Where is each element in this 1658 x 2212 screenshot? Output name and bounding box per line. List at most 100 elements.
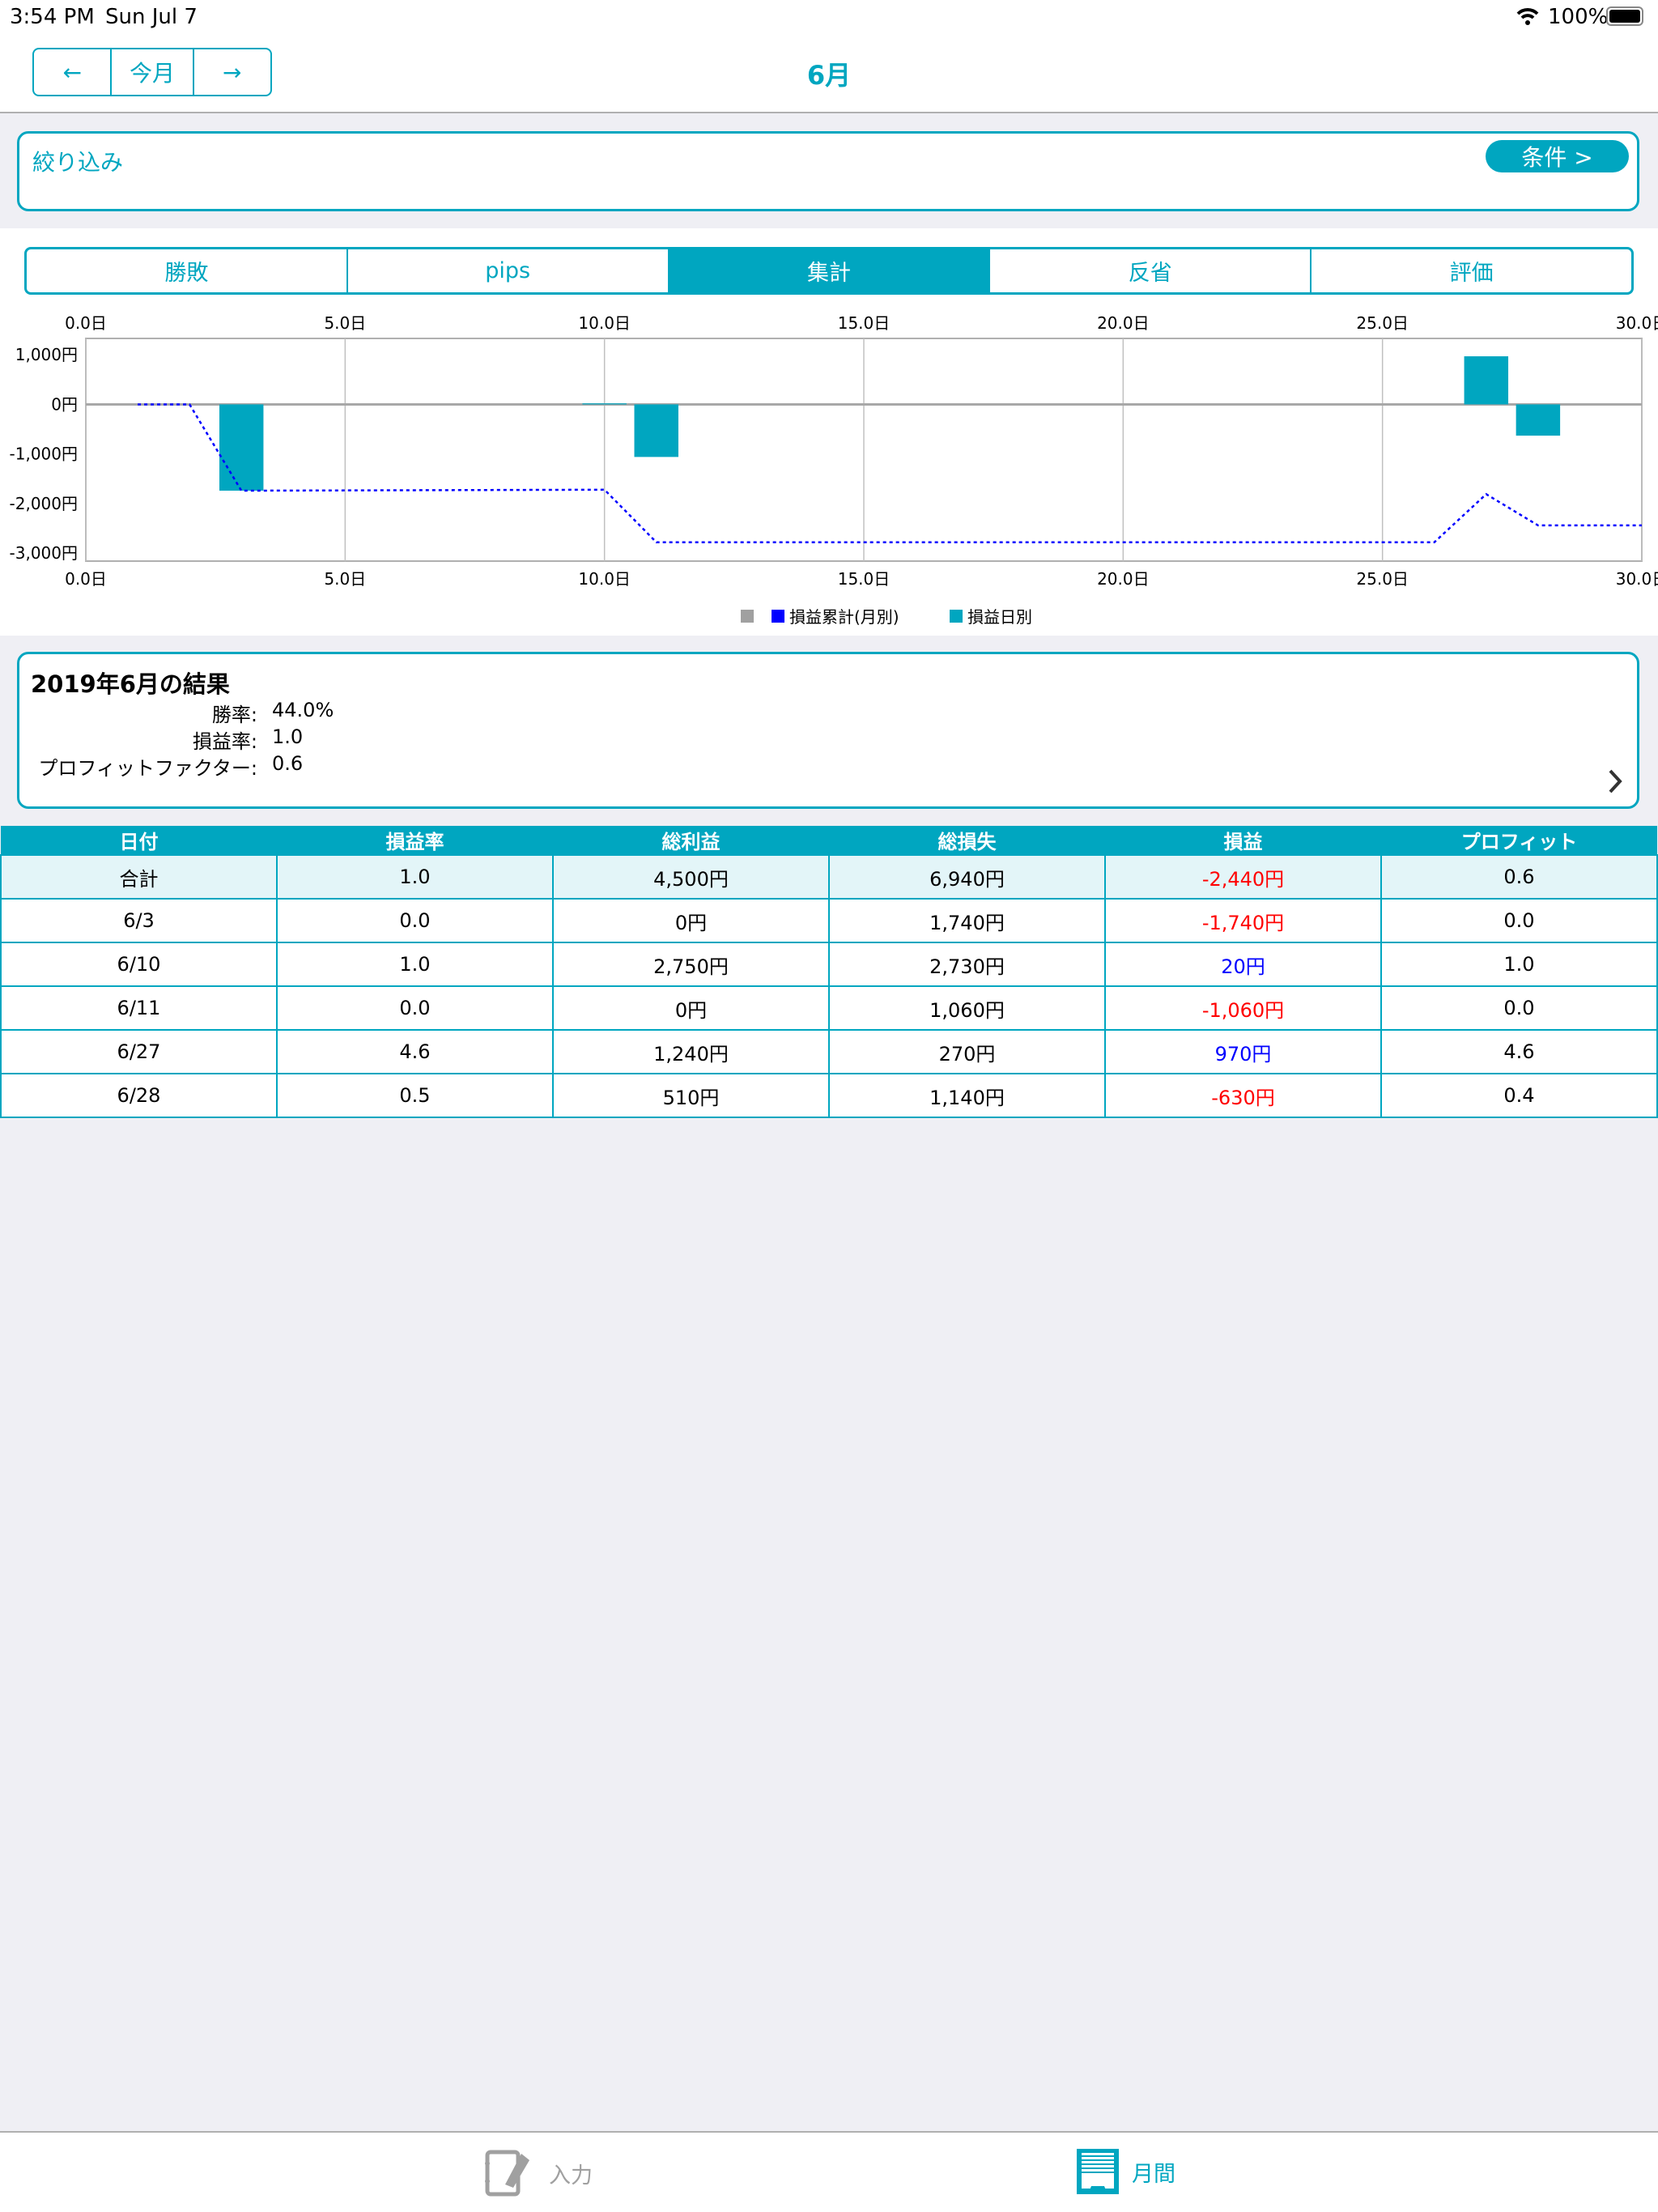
legend-swatch — [950, 610, 963, 623]
value: 44.0% — [272, 699, 334, 721]
filter-panel: 絞り込み 条件 > — [17, 131, 1639, 211]
table-cell: 6/3 — [0, 898, 278, 943]
column-header: 総利益 — [553, 826, 829, 855]
table-cell: 0円 — [552, 898, 830, 943]
table-cell: 0.5 — [276, 1073, 554, 1118]
tab-pips[interactable]: pips — [348, 249, 670, 292]
table-row[interactable]: 6/28 0.5 510円 1,140円 -630円 0.4 — [0, 1073, 1658, 1118]
bar-day-10 — [582, 403, 627, 405]
table-row[interactable]: 6/10 1.0 2,750円 2,730円 20円 1.0 — [0, 942, 1658, 987]
x-tick-label-bottom: 10.0日 — [578, 569, 631, 589]
y-tick-label: -1,000円 — [10, 445, 78, 464]
table-cell: 6/10 — [0, 942, 278, 987]
profit-chart: 0.0日 0.0日 5.0日 5.0日 10.0日 10.0日 15.0日 15.0日 20.0… — [10, 313, 1658, 627]
table-cell: 4.6 — [276, 1029, 554, 1074]
page-title: 6月 — [806, 60, 852, 91]
legend-swatch — [741, 610, 754, 623]
status-date: Sun Jul 7 — [105, 5, 198, 29]
x-tick-label-top: 30.0日 — [1616, 313, 1658, 333]
tabbar-item-monthly[interactable]: 月間 — [1077, 2149, 1175, 2194]
table-cell: 6,940円 — [828, 854, 1106, 900]
table-cell: 1.0 — [1380, 942, 1658, 987]
battery-icon — [1606, 6, 1643, 26]
bar-day-28 — [1516, 404, 1561, 436]
x-tick-label-bottom: 0.0日 — [65, 569, 107, 589]
y-tick-label: 1,000円 — [15, 345, 78, 364]
status-time: 3:54 PM — [10, 5, 95, 29]
tabbar-item-input[interactable]: 入力 — [484, 2149, 593, 2197]
x-tick-label-top: 20.0日 — [1097, 313, 1150, 333]
month-navigator: ← 今月 → — [32, 48, 272, 96]
monthly-summary-card[interactable]: 2019年6月の結果 勝率: 44.0% 損益率: 1.0 プロフィットファクター:… — [17, 652, 1639, 809]
edit-icon — [485, 2150, 529, 2197]
table-cell: 510円 — [552, 1073, 830, 1118]
wifi-icon — [1516, 8, 1539, 25]
legend-label: 損益累計(月別) — [789, 607, 899, 627]
x-tick-label-bottom: 5.0日 — [324, 569, 366, 589]
table-row[interactable]: 6/3 0.0 0円 1,740円 -1,740円 0.0 — [0, 898, 1658, 943]
tab-label: 月間 — [1132, 2161, 1175, 2187]
next-month-button[interactable]: → — [223, 58, 242, 86]
table-cell: 0.0 — [1380, 898, 1658, 943]
table-cell: 1.0 — [276, 854, 554, 900]
table-cell: 1,740円 — [828, 898, 1106, 943]
tab-label: 入力 — [549, 2163, 593, 2189]
x-tick-label-bottom: 15.0日 — [838, 569, 891, 589]
table-cell: 270円 — [828, 1029, 1106, 1074]
label: プロフィットファクター: — [38, 757, 257, 780]
x-tick-label-top: 10.0日 — [578, 313, 631, 333]
summary-row-pl-ratio: 損益率: 1.0 — [19, 725, 303, 754]
table-row[interactable]: 6/27 4.6 1,240円 270円 970円 4.6 — [0, 1029, 1658, 1074]
bar-day-27 — [1464, 356, 1509, 405]
header: 3:54 PM Sun Jul 7 100% ← 今月 → 6月 — [0, 0, 1658, 113]
this-month-button[interactable]: 今月 — [112, 49, 194, 95]
table-cell: 2,750円 — [552, 942, 830, 987]
label: 勝率: — [211, 704, 257, 726]
calendar-list-icon — [1077, 2149, 1119, 2194]
table-row[interactable]: 6/11 0.0 0円 1,060円 -1,060円 0.0 — [0, 985, 1658, 1031]
summary-row-win-rate: 勝率: 44.0% — [19, 699, 334, 727]
x-tick-label-bottom: 25.0日 — [1356, 569, 1409, 589]
table-cell: 2,730円 — [828, 942, 1106, 987]
tab-bar: 入力 月間 — [0, 2131, 1658, 2212]
table-cell: 0.6 — [1380, 854, 1658, 900]
summary-title: 2019年6月の結果 — [31, 670, 230, 698]
tab-evaluation[interactable]: 評価 — [1449, 261, 1494, 286]
x-tick-label-bottom: 20.0日 — [1097, 569, 1150, 589]
table-cell: 1,140円 — [828, 1073, 1106, 1118]
table-cell: 合計 — [0, 854, 278, 900]
value: 1.0 — [272, 725, 304, 748]
y-tick-label: -2,000円 — [10, 494, 78, 513]
label: 損益率: — [192, 730, 257, 753]
table-cell: 0円 — [552, 985, 830, 1031]
table-cell: -2,440円 — [1104, 854, 1382, 900]
x-tick-label-top: 15.0日 — [838, 313, 891, 333]
table-cell: 0.0 — [276, 985, 554, 1031]
summary-row-profit-factor: プロフィットファクター: 0.6 — [19, 752, 303, 781]
legend-swatch — [772, 610, 784, 623]
daily-table: 日付 損益率 総利益 総損失 損益 プロフィット 合計 1.0 4,500円 6,940円 -2,… — [0, 826, 1658, 1118]
table-cell: 6/27 — [0, 1029, 278, 1074]
tab-win-loss[interactable]: 勝敗 — [27, 249, 348, 292]
column-header: 損益 — [1105, 826, 1381, 855]
chevron-right-icon[interactable] — [1606, 768, 1624, 795]
table-cell: 0.0 — [276, 898, 554, 943]
bar-day-3 — [219, 404, 264, 491]
bar-day-11 — [634, 404, 678, 457]
table-row-total[interactable]: 合計 1.0 4,500円 6,940円 -2,440円 0.6 — [0, 854, 1658, 900]
table-cell: 6/11 — [0, 985, 278, 1031]
prev-month-button[interactable]: ← — [34, 49, 113, 95]
x-tick-label-bottom: 30.0日 — [1616, 569, 1658, 589]
condition-button[interactable]: 条件 > — [1486, 140, 1629, 172]
tab-reflection[interactable]: 反省 — [990, 249, 1312, 292]
table-cell: 20円 — [1104, 942, 1382, 987]
table-cell: -1,060円 — [1104, 985, 1382, 1031]
x-tick-label-top: 0.0日 — [65, 313, 107, 333]
table-cell: 6/28 — [0, 1073, 278, 1118]
y-tick-label: 0円 — [51, 394, 78, 414]
chart-section — [0, 228, 1658, 636]
x-tick-label-top: 25.0日 — [1356, 313, 1409, 333]
value: 0.6 — [272, 752, 304, 775]
tab-summary[interactable]: 集計 — [669, 249, 991, 292]
table-cell: 4,500円 — [552, 854, 830, 900]
